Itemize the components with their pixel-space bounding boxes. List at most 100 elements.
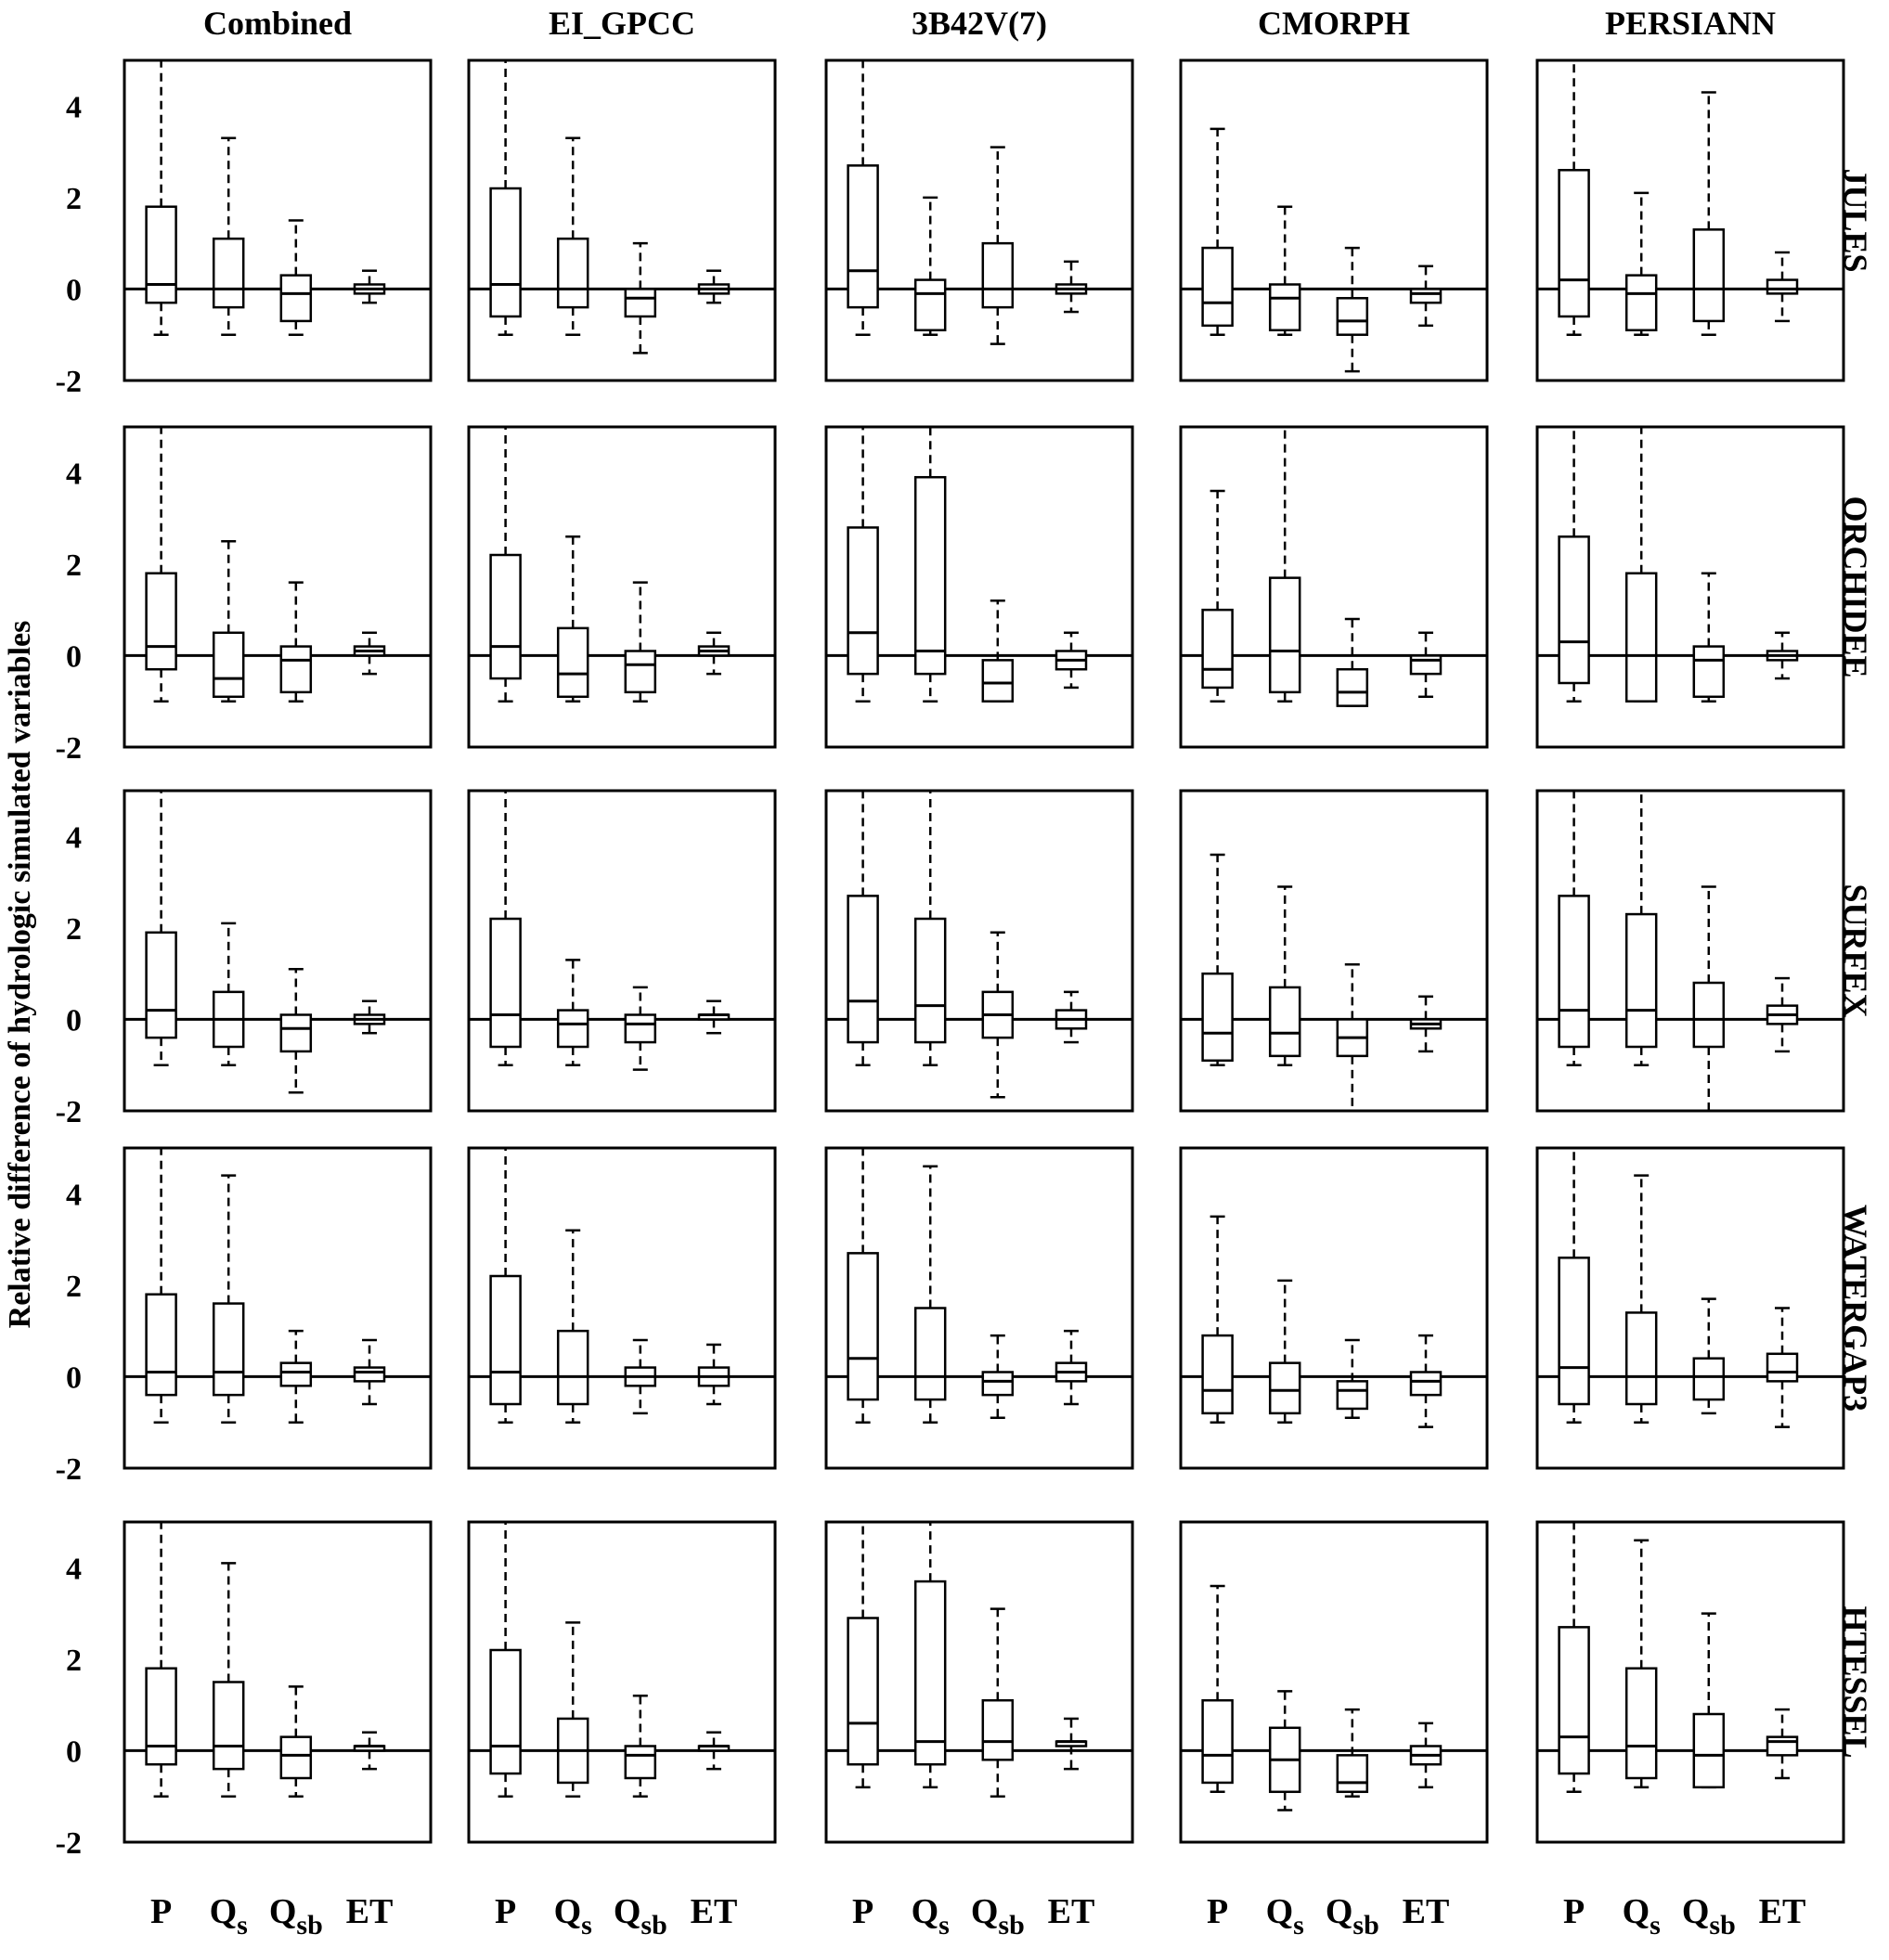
- box-p: [1201, 1215, 1234, 1424]
- box-qs: [556, 959, 589, 1066]
- box-qsb: [1692, 885, 1726, 1113]
- box-p: [489, 1148, 522, 1424]
- box-et: [1054, 990, 1088, 1044]
- box-qsb: [1336, 246, 1369, 373]
- iqr-box: [624, 650, 657, 694]
- x-tick-label-qs: Qs: [554, 1892, 592, 1941]
- box-qs: [913, 1165, 947, 1424]
- y-tick-label: -2: [56, 731, 82, 766]
- panel-orchidee-persiann: [1535, 425, 1845, 749]
- box-qs: [1268, 1279, 1301, 1424]
- panel-frame: [1535, 1146, 1845, 1470]
- iqr-box: [1766, 1352, 1799, 1383]
- y-tick-label: 0: [66, 1360, 82, 1395]
- iqr-box: [913, 1307, 947, 1401]
- box-p: [145, 791, 177, 1066]
- box-p: [847, 791, 879, 1066]
- iqr-box: [489, 553, 522, 680]
- panel-frame: [123, 1520, 433, 1844]
- iqr-box: [1268, 283, 1301, 332]
- box-et: [1766, 1708, 1799, 1780]
- iqr-box: [1624, 572, 1658, 703]
- iqr-box: [913, 917, 947, 1044]
- x-tick-label-qsb: Qsb: [1682, 1892, 1736, 1941]
- iqr-box: [212, 1681, 245, 1771]
- box-qs: [556, 136, 589, 336]
- iqr-box: [1336, 297, 1369, 336]
- iqr-box: [489, 917, 522, 1049]
- x-tick-label-qsb: Qsb: [269, 1892, 323, 1941]
- x-tick-label-et: ET: [346, 1892, 394, 1931]
- y-tick-label: 4: [66, 1552, 82, 1586]
- box-p: [489, 427, 522, 703]
- panel-jules-3b42v-7: [824, 58, 1134, 382]
- iqr-box: [1201, 608, 1234, 690]
- box-qsb: [279, 1685, 313, 1798]
- iqr-box: [145, 931, 177, 1039]
- box-et: [1054, 1717, 1088, 1771]
- iqr-box: [1336, 1754, 1369, 1794]
- box-qs: [556, 535, 589, 703]
- iqr-box: [556, 626, 589, 699]
- box-qsb: [624, 241, 657, 355]
- box-p: [145, 1522, 177, 1798]
- box-qs: [1268, 427, 1301, 703]
- y-tick-label: 4: [66, 1178, 82, 1212]
- box-qs: [913, 196, 947, 336]
- box-qsb: [624, 1338, 657, 1415]
- box-et: [697, 1343, 731, 1406]
- iqr-box: [145, 572, 177, 671]
- panel-frame: [1179, 1520, 1489, 1844]
- box-p: [145, 1148, 177, 1424]
- x-tick-label-et: ET: [691, 1892, 738, 1931]
- box-qs: [556, 1229, 589, 1424]
- box-p: [1201, 489, 1234, 703]
- iqr-box: [212, 1302, 245, 1397]
- box-qsb: [1692, 572, 1726, 703]
- box-et: [1409, 995, 1443, 1053]
- box-qs: [913, 1522, 947, 1789]
- box-et: [1409, 1721, 1443, 1789]
- y-tick-label: 4: [66, 90, 82, 124]
- y-tick-label: 2: [66, 548, 82, 583]
- box-p: [1201, 1584, 1234, 1794]
- y-tick-label: 4: [66, 457, 82, 491]
- box-et: [353, 1338, 386, 1406]
- box-et: [353, 631, 386, 676]
- box-et: [697, 631, 731, 676]
- iqr-box: [489, 1274, 522, 1406]
- box-qsb: [981, 600, 1015, 703]
- box-qsb: [1336, 617, 1369, 707]
- iqr-box: [1692, 981, 1726, 1049]
- iqr-box: [981, 241, 1015, 309]
- box-qsb: [1692, 91, 1726, 336]
- panel-surfex-ei-gpcc: [467, 789, 777, 1113]
- x-tick-label-p: P: [1563, 1892, 1585, 1931]
- iqr-box: [1336, 1380, 1369, 1411]
- y-tick-label: 2: [66, 1644, 82, 1678]
- panel-htessel-cmorph: [1179, 1520, 1489, 1844]
- box-et: [1409, 1334, 1443, 1428]
- box-et: [353, 269, 386, 304]
- box-qs: [1268, 205, 1301, 336]
- iqr-box: [489, 187, 522, 318]
- iqr-box: [279, 645, 313, 694]
- panel-frame: [1179, 58, 1489, 382]
- y-tick-label: -2: [56, 1452, 82, 1487]
- y-tick-label: 2: [66, 182, 82, 216]
- box-qs: [1268, 1690, 1301, 1812]
- iqr-box: [489, 1648, 522, 1775]
- box-qsb: [279, 1329, 313, 1424]
- iqr-box: [1624, 274, 1658, 332]
- y-tick-label: 4: [66, 820, 82, 855]
- box-qs: [913, 427, 947, 703]
- iqr-box: [847, 164, 879, 309]
- panel-htessel-3b42v-7: [824, 1520, 1134, 1844]
- panel-frame: [467, 425, 777, 749]
- iqr-box: [1692, 228, 1726, 323]
- panel-frame: [1535, 1520, 1845, 1844]
- iqr-box: [556, 237, 589, 309]
- iqr-box: [1692, 1712, 1726, 1789]
- box-et: [1409, 631, 1443, 699]
- x-tick-label-p: P: [150, 1892, 172, 1931]
